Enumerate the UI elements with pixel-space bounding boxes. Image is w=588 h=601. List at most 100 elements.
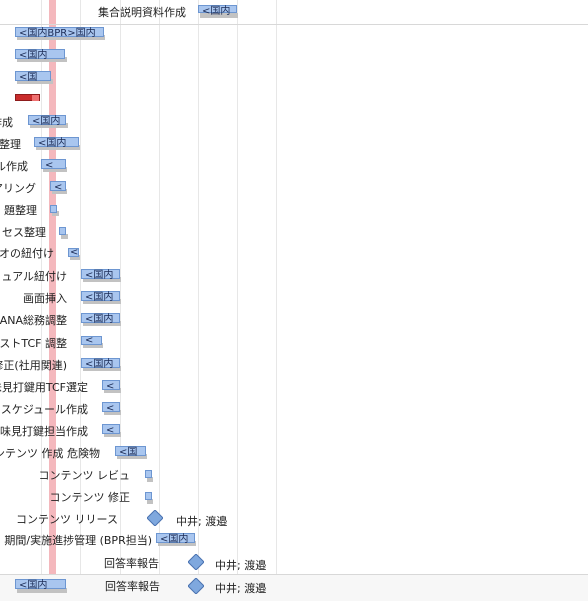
grid-line: [276, 0, 277, 600]
task-bar[interactable]: <国内: [15, 49, 65, 61]
task-bar[interactable]: <: [50, 181, 66, 193]
task-row[interactable]: [0, 90, 588, 112]
bar-shadow: [36, 145, 80, 150]
task-row[interactable]: ュアル紐付け <国内: [0, 266, 588, 288]
task-name: オの紐付け: [0, 247, 54, 260]
bar-text: <国内: [85, 270, 114, 281]
task-row[interactable]: <国内 回答率報告 中井; 渡邉: [0, 574, 588, 601]
bar-text: <国内BPR>国内: [19, 28, 96, 39]
task-name: 回答率報告: [105, 580, 160, 593]
bar-text: <国内: [38, 138, 67, 149]
task-row[interactable]: ル作成 <: [0, 156, 588, 178]
task-row[interactable]: <国: [0, 68, 588, 90]
task-row[interactable]: 整理 <国内: [0, 134, 588, 156]
task-bar[interactable]: <国: [115, 446, 146, 458]
milestone-diamond-icon[interactable]: [188, 578, 204, 594]
task-bar[interactable]: <国内: [28, 115, 66, 127]
task-row[interactable]: <国内: [0, 46, 588, 68]
critical-bar[interactable]: [15, 94, 40, 101]
resource-names: 中井; 渡邉: [215, 559, 267, 572]
bar-text: <: [85, 335, 94, 346]
bar-shadow: [83, 299, 121, 304]
task-bar[interactable]: <: [68, 247, 79, 258]
task-row[interactable]: ANA総務調整 <国内: [0, 310, 588, 332]
bar-shadow: [70, 255, 80, 260]
task-bar[interactable]: [145, 470, 152, 478]
task-row[interactable]: ストTCF 調整 <: [0, 333, 588, 355]
task-name: 味見打鍵担当作成: [0, 425, 88, 438]
task-bar[interactable]: <国内: [81, 269, 120, 281]
bar-shadow: [147, 499, 153, 504]
task-bar[interactable]: <国内: [34, 137, 79, 149]
task-bar[interactable]: <国内: [81, 313, 120, 325]
task-row[interactable]: ンテンツ 作成 危険物 <国: [0, 443, 588, 465]
bar-text: <国内: [160, 534, 189, 545]
milestone-diamond-icon[interactable]: [188, 554, 204, 570]
task-bar[interactable]: <: [81, 335, 102, 346]
task-bar[interactable]: [59, 227, 66, 235]
grid-line: [198, 0, 199, 600]
task-bar[interactable]: <国内: [15, 579, 66, 591]
bar-shadow: [147, 477, 153, 482]
bar-shadow: [117, 454, 147, 459]
task-row[interactable]: スケジュール作成 <: [0, 399, 588, 421]
critical-segment: [32, 95, 39, 101]
task-name: 作成: [0, 116, 13, 129]
task-name: ANA総務調整: [0, 314, 67, 327]
task-row[interactable]: 回答率報告 中井; 渡邉: [0, 553, 588, 575]
task-bar[interactable]: <: [41, 159, 66, 171]
task-row[interactable]: 集合説明資料作成 <国内: [0, 2, 588, 25]
task-bar[interactable]: <: [102, 380, 120, 392]
bar-shadow: [30, 123, 68, 128]
task-name: 整理: [0, 138, 21, 151]
task-row[interactable]: 題整理: [0, 200, 588, 222]
task-row[interactable]: コンテンツ レビュ: [0, 465, 588, 487]
bar-text: <国: [19, 72, 38, 83]
grid-line: [159, 0, 160, 600]
task-name: 修正(社用関連): [0, 359, 67, 372]
bar-text: <: [106, 425, 115, 436]
resource-names: 中井; 渡邉: [176, 515, 228, 528]
task-name: 期間/実施進捗管理 (BPR担当): [4, 534, 152, 547]
task-name: コンテンツ リリース: [16, 513, 118, 526]
bar-text: <国内: [85, 359, 114, 370]
task-name: 集合説明資料作成: [98, 6, 186, 19]
grid-line: [80, 0, 81, 600]
task-bar[interactable]: [50, 205, 57, 213]
task-bar[interactable]: <: [102, 424, 120, 436]
task-row[interactable]: コンテンツ 修正: [0, 487, 588, 509]
task-row[interactable]: コンテンツ リリース 中井; 渡邉: [0, 509, 588, 531]
task-bar[interactable]: <国: [15, 71, 51, 83]
task-bar[interactable]: [145, 492, 152, 500]
task-row[interactable]: 画面挿入 <国内: [0, 288, 588, 310]
bar-shadow: [83, 321, 121, 326]
today-marker: [49, 0, 56, 600]
bar-text: <: [106, 403, 115, 414]
task-row[interactable]: 味見打鍵担当作成 <: [0, 421, 588, 443]
task-name: ンテンツ 作成 危険物: [0, 447, 100, 460]
task-bar[interactable]: <国内: [81, 291, 120, 303]
resource-names: 中井; 渡邉: [215, 582, 267, 595]
task-row[interactable]: アリング <: [0, 178, 588, 200]
bar-text: <国: [119, 447, 138, 458]
task-bar[interactable]: <: [102, 402, 120, 414]
task-bar[interactable]: <国内: [81, 358, 120, 370]
task-name: コンテンツ 修正: [49, 491, 131, 504]
milestone-diamond-icon[interactable]: [147, 510, 163, 526]
task-row[interactable]: オの紐付け <: [0, 243, 588, 265]
task-name: ュアル紐付け: [1, 270, 67, 283]
task-name: ストTCF 調整: [0, 337, 67, 350]
task-bar[interactable]: <国内: [156, 533, 195, 545]
task-bar[interactable]: <国内BPR>国内: [15, 27, 104, 39]
bar-shadow: [61, 234, 68, 239]
task-row[interactable]: 味見打鍵用TCF選定 <: [0, 377, 588, 399]
task-row[interactable]: 期間/実施進捗管理 (BPR担当) <国内: [0, 530, 588, 552]
task-row[interactable]: 作成 <国内: [0, 112, 588, 134]
task-row[interactable]: <国内BPR>国内: [0, 24, 588, 46]
task-name: 回答率報告: [104, 557, 159, 570]
task-row[interactable]: セス整理: [0, 222, 588, 244]
bar-shadow: [52, 189, 67, 194]
task-bar[interactable]: <国内: [198, 5, 237, 17]
task-row[interactable]: 修正(社用関連) <国内: [0, 355, 588, 377]
bar-shadow: [104, 388, 121, 393]
